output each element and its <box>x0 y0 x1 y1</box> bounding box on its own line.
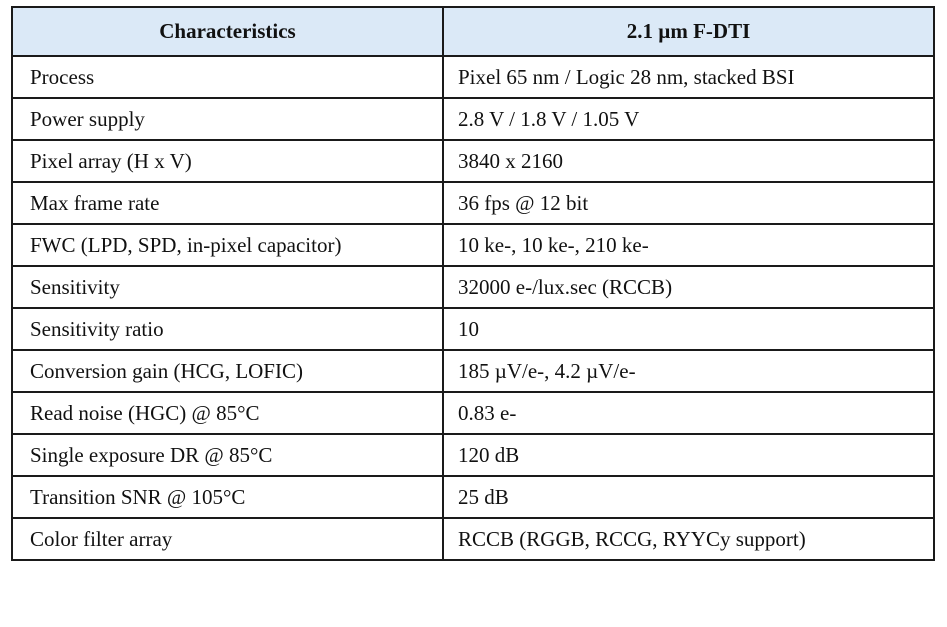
row-value: 185 µV/e-, 4.2 µV/e- <box>442 349 935 393</box>
row-value: 10 <box>442 307 935 351</box>
table-row: Sensitivity ratio 10 <box>11 307 935 351</box>
table-row: FWC (LPD, SPD, in-pixel capacitor) 10 ke… <box>11 223 935 267</box>
header-characteristics: Characteristics <box>11 6 444 57</box>
row-value: 0.83 e- <box>442 391 935 435</box>
row-value: Pixel 65 nm / Logic 28 nm, stacked BSI <box>442 55 935 99</box>
row-label: Single exposure DR @ 85°C <box>11 433 444 477</box>
table-row: Sensitivity 32000 e-/lux.sec (RCCB) <box>11 265 935 309</box>
table-row: Power supply 2.8 V / 1.8 V / 1.05 V <box>11 97 935 141</box>
row-label: Conversion gain (HCG, LOFIC) <box>11 349 444 393</box>
row-value: 10 ke-, 10 ke-, 210 ke- <box>442 223 935 267</box>
row-value: 25 dB <box>442 475 935 519</box>
row-value: 120 dB <box>442 433 935 477</box>
table-row: Max frame rate 36 fps @ 12 bit <box>11 181 935 225</box>
table-row: Read noise (HGC) @ 85°C 0.83 e- <box>11 391 935 435</box>
table-row: Conversion gain (HCG, LOFIC) 185 µV/e-, … <box>11 349 935 393</box>
table-row: Transition SNR @ 105°C 25 dB <box>11 475 935 519</box>
row-value: 32000 e-/lux.sec (RCCB) <box>442 265 935 309</box>
table-row: Pixel array (H x V) 3840 x 2160 <box>11 139 935 183</box>
header-row: Characteristics 2.1 µm F-DTI <box>11 6 935 57</box>
row-label: Sensitivity ratio <box>11 307 444 351</box>
table-row: Process Pixel 65 nm / Logic 28 nm, stack… <box>11 55 935 99</box>
row-value: 3840 x 2160 <box>442 139 935 183</box>
row-label: Color filter array <box>11 517 444 561</box>
table-row: Color filter array RCCB (RGGB, RCCG, RYY… <box>11 517 935 561</box>
row-label: Read noise (HGC) @ 85°C <box>11 391 444 435</box>
row-label: Max frame rate <box>11 181 444 225</box>
row-value: 36 fps @ 12 bit <box>442 181 935 225</box>
row-label: Pixel array (H x V) <box>11 139 444 183</box>
row-label: Process <box>11 55 444 99</box>
table-row: Single exposure DR @ 85°C 120 dB <box>11 433 935 477</box>
row-label: Power supply <box>11 97 444 141</box>
row-label: Sensitivity <box>11 265 444 309</box>
row-value: RCCB (RGGB, RCCG, RYYCy support) <box>442 517 935 561</box>
row-value: 2.8 V / 1.8 V / 1.05 V <box>442 97 935 141</box>
header-sensor-type: 2.1 µm F-DTI <box>442 6 935 57</box>
spec-table: Characteristics 2.1 µm F-DTI Process Pix… <box>11 6 935 561</box>
row-label: Transition SNR @ 105°C <box>11 475 444 519</box>
row-label: FWC (LPD, SPD, in-pixel capacitor) <box>11 223 444 267</box>
